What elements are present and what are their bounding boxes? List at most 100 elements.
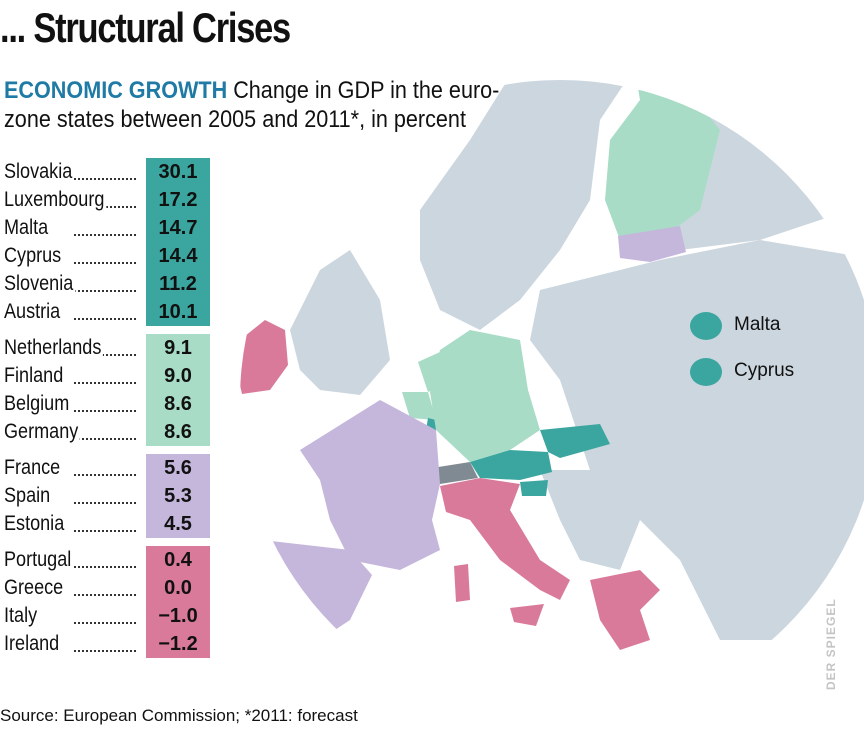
table-row: Spain 5.3 [4, 482, 210, 510]
table-row: Finland 9.0 [4, 362, 210, 390]
country-name: Germany [4, 420, 80, 444]
page-title: ... Structural Crises [0, 4, 291, 51]
leader-dots [74, 354, 136, 356]
country-name: Estonia [4, 512, 66, 536]
growth-value: 10.1 [146, 298, 210, 326]
table-row: Cyprus 14.4 [4, 242, 210, 270]
country-name: Ireland [4, 632, 61, 656]
leader-dots [74, 410, 136, 412]
country-name: Malta [4, 216, 50, 240]
country-name: Luxembourg [4, 188, 107, 212]
table-row: Greece 0.0 [4, 574, 210, 602]
country-belgium [402, 392, 436, 420]
table-row: Ireland −1.2 [4, 630, 210, 658]
source-note: Source: European Commission; *2011: fore… [0, 706, 358, 725]
leader-dots [74, 290, 136, 292]
country-france [300, 400, 440, 570]
leader-dots [74, 382, 136, 384]
growth-value: 8.6 [146, 390, 210, 418]
country-name: Greece [4, 576, 65, 600]
growth-value: 0.0 [146, 574, 210, 602]
table-row: Portugal 0.4 [4, 546, 210, 574]
table-row: Estonia 4.5 [4, 510, 210, 538]
country-name: France [4, 456, 62, 480]
country-name: Belgium [4, 392, 71, 416]
growth-value: 8.6 [146, 418, 210, 446]
growth-value: −1.2 [146, 630, 210, 658]
leader-dots [74, 178, 136, 180]
legend-dot-cyprus [690, 358, 722, 386]
leader-dots [74, 594, 136, 596]
growth-value: 30.1 [146, 158, 210, 186]
growth-value: −1.0 [146, 602, 210, 630]
growth-value: 5.6 [146, 454, 210, 482]
land-uk [290, 250, 390, 395]
land-scandinavia [420, 80, 640, 330]
table-row: Germany 8.6 [4, 418, 210, 446]
country-italy [440, 478, 570, 600]
table-row: Slovakia 30.1 [4, 158, 210, 186]
subtitle-text: Change in GDP in the euro-zone states be… [4, 77, 500, 133]
leader-dots [74, 474, 136, 476]
growth-value: 4.5 [146, 510, 210, 538]
country-name: Italy [4, 604, 39, 628]
land-switzerland [432, 462, 478, 484]
country-greece [590, 570, 660, 650]
table-row: Italy −1.0 [4, 602, 210, 630]
table-row: Luxembourg 17.2 [4, 186, 210, 214]
country-portugal [244, 548, 266, 630]
legend-label-cyprus: Cyprus [734, 360, 795, 381]
gdp-table: Slovakia 30.1 Luxembourg 17.2 Malta 14.7 Cypru… [4, 158, 210, 658]
table-row: Netherlands 9.1 [4, 334, 210, 362]
group-gap [4, 538, 210, 546]
growth-value: 11.2 [146, 270, 210, 298]
leader-dots [74, 530, 136, 532]
leader-dots [74, 318, 136, 320]
country-ireland [240, 320, 288, 394]
country-name: Spain [4, 484, 52, 508]
country-name: Slovakia [4, 160, 74, 184]
country-name: Portugal [4, 548, 73, 572]
leader-dots [74, 566, 136, 568]
leader-dots [74, 438, 136, 440]
leader-dots [74, 622, 136, 624]
leader-dots [74, 234, 136, 236]
country-sardinia [454, 564, 470, 602]
country-finland [605, 80, 720, 240]
growth-value: 14.4 [146, 242, 210, 270]
table-row: France 5.6 [4, 454, 210, 482]
country-name: Cyprus [4, 244, 63, 268]
land-east [530, 240, 864, 640]
legend-dot-malta [690, 312, 722, 340]
growth-value: 14.7 [146, 214, 210, 242]
country-austria [470, 450, 552, 480]
growth-value: 9.1 [146, 334, 210, 362]
growth-value: 17.2 [146, 186, 210, 214]
table-row: Malta 14.7 [4, 214, 210, 242]
country-name: Austria [4, 300, 62, 324]
group-gap [4, 446, 210, 454]
subtitle: ECONOMIC GROWTH Change in GDP in the eur… [4, 76, 508, 134]
leader-dots [74, 650, 136, 652]
legend-label-malta: Malta [734, 314, 781, 335]
country-name: Slovenia [4, 272, 76, 296]
growth-value: 0.4 [146, 546, 210, 574]
country-germany [430, 330, 540, 462]
growth-value: 9.0 [146, 362, 210, 390]
country-name: Netherlands [4, 336, 104, 360]
subtitle-keyword: ECONOMIC GROWTH [4, 77, 228, 104]
credit-watermark: DER SPIEGEL [824, 598, 838, 690]
table-row: Austria 10.1 [4, 298, 210, 326]
country-name: Finland [4, 364, 65, 388]
land-balkans [540, 470, 640, 570]
leader-dots [74, 262, 136, 264]
country-estonia [618, 226, 686, 262]
country-sicily [510, 604, 544, 626]
table-row: Slovenia 11.2 [4, 270, 210, 298]
leader-dots [74, 502, 136, 504]
group-gap [4, 326, 210, 334]
country-slovenia [520, 480, 548, 496]
table-row: Belgium 8.6 [4, 390, 210, 418]
